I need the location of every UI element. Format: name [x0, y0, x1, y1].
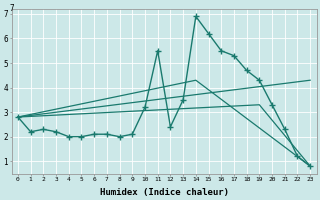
- X-axis label: Humidex (Indice chaleur): Humidex (Indice chaleur): [100, 188, 228, 197]
- Text: 7: 7: [9, 4, 14, 13]
